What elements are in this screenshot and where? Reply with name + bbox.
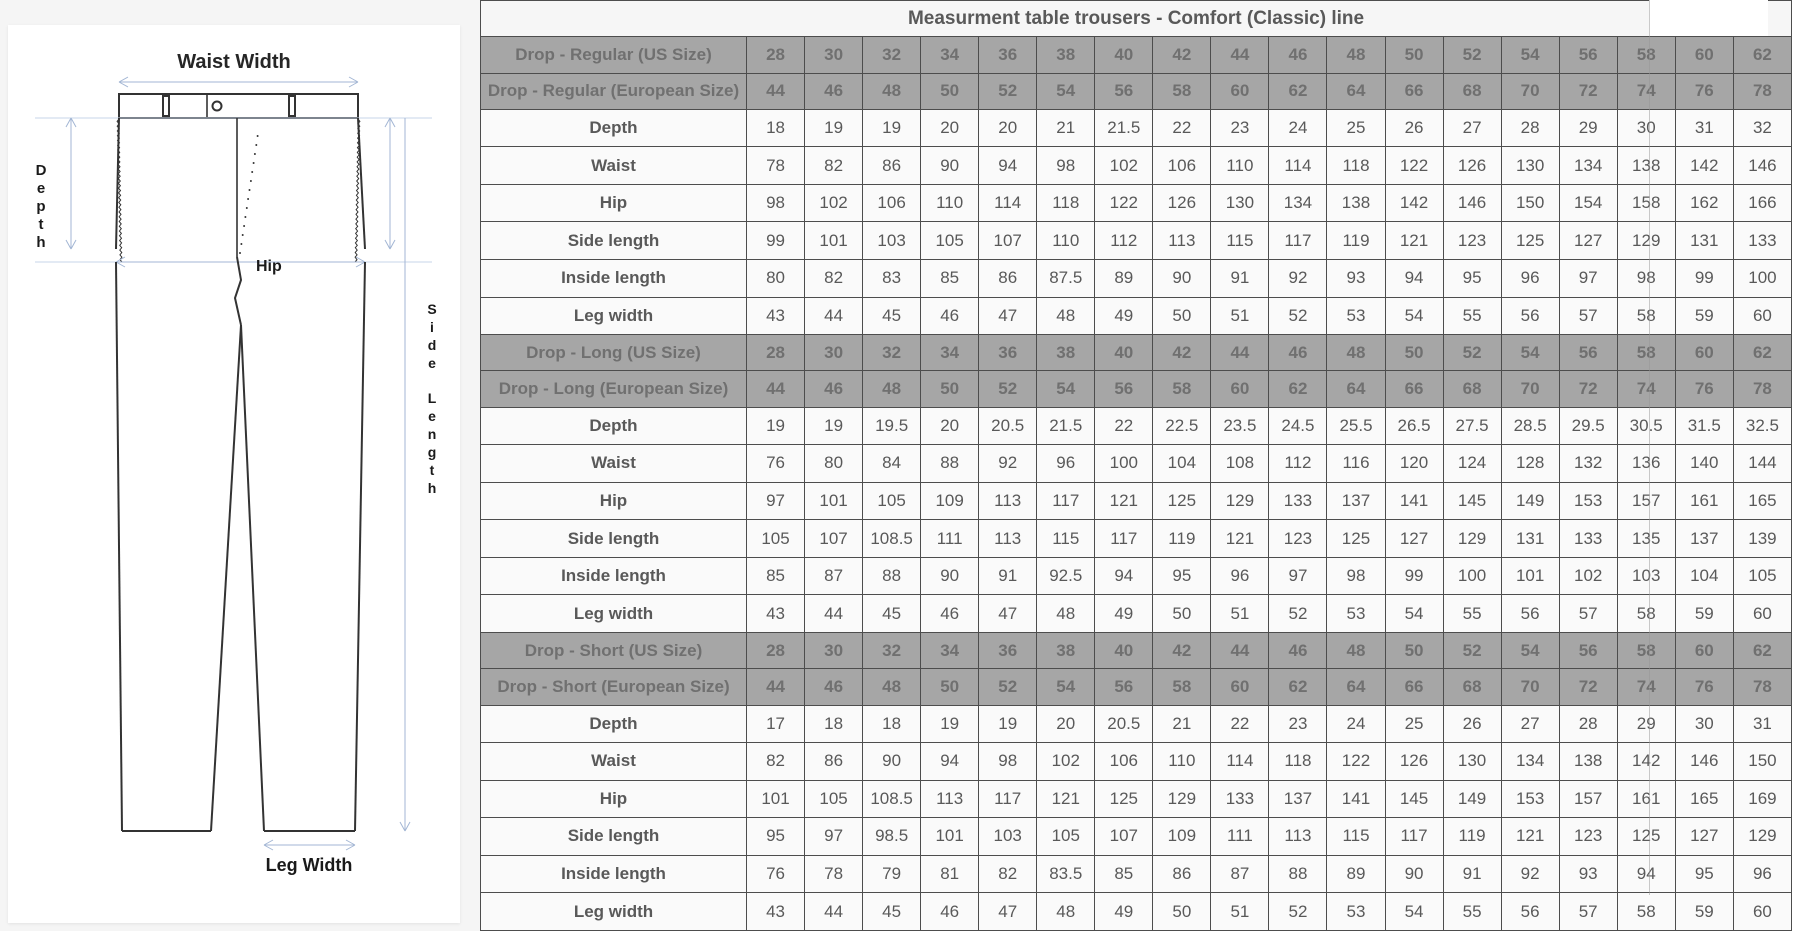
svg-text:Hip: Hip [256,258,282,275]
svg-text:p: p [36,198,45,215]
svg-text:e: e [428,355,436,371]
svg-text:t: t [39,216,44,233]
svg-text:g: g [428,444,437,460]
svg-text:D: D [36,162,47,179]
svg-text:n: n [428,426,437,442]
svg-text:i: i [430,319,434,335]
svg-text:h: h [36,234,45,251]
svg-text:L: L [428,390,437,406]
svg-text:Waist Width: Waist Width [177,51,291,73]
svg-text:e: e [428,408,436,424]
svg-text:Leg Width: Leg Width [266,855,353,875]
svg-text:e: e [37,180,45,197]
svg-text:h: h [428,480,437,496]
svg-text:t: t [430,462,435,478]
svg-text:S: S [427,301,436,317]
svg-text:d: d [428,337,437,353]
